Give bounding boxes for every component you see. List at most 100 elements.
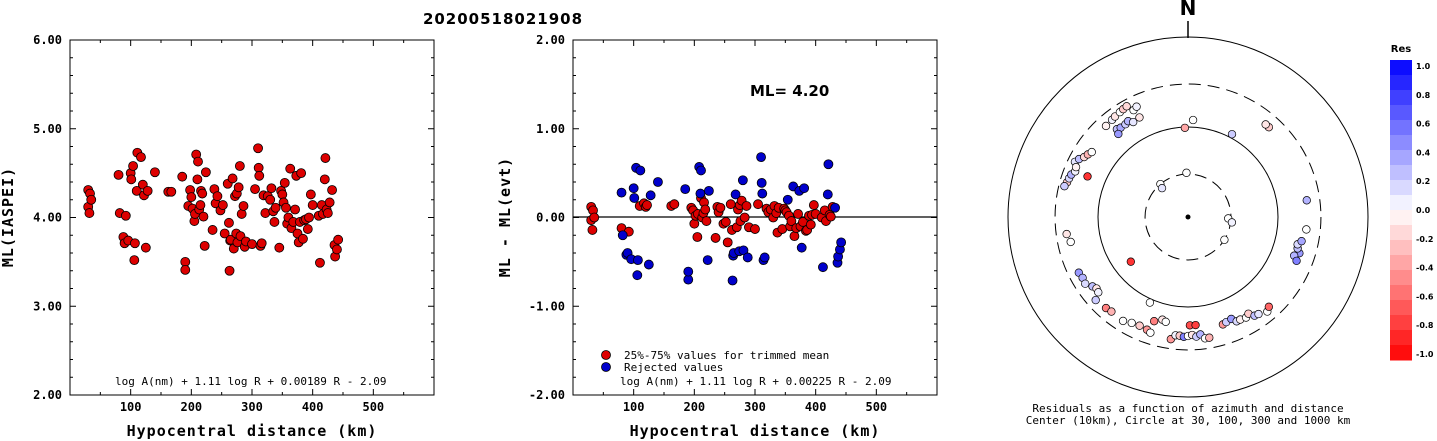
data-point xyxy=(279,177,290,188)
data-point xyxy=(730,189,741,200)
residual-point xyxy=(1060,182,1069,191)
data-point xyxy=(333,234,344,245)
colorbar-swatch xyxy=(1390,315,1412,331)
data-point xyxy=(253,143,263,154)
data-point xyxy=(836,237,847,248)
data-point xyxy=(131,185,142,196)
data-point xyxy=(113,169,124,180)
data-point xyxy=(715,202,726,213)
colorbar-swatch xyxy=(1390,180,1412,196)
data-point xyxy=(238,201,249,211)
colorbar-swatch xyxy=(1390,90,1412,106)
data-point xyxy=(126,174,137,185)
data-point xyxy=(212,191,223,202)
data-point xyxy=(739,212,750,223)
point-group xyxy=(586,152,847,286)
colorbar-swatch xyxy=(1390,150,1412,166)
data-point xyxy=(750,224,760,234)
data-point xyxy=(757,188,768,199)
y-tick-label: 2.00 xyxy=(33,388,62,402)
data-point xyxy=(759,252,770,263)
caption-line-1: Residuals as a function of azimuth and d… xyxy=(1032,402,1343,415)
data-point xyxy=(319,174,330,185)
data-point xyxy=(307,200,318,210)
data-point xyxy=(741,201,752,211)
data-point xyxy=(281,202,291,213)
data-point xyxy=(799,183,810,194)
residual-point xyxy=(1129,117,1138,127)
residual-point xyxy=(1122,102,1131,111)
residual-point xyxy=(1191,320,1200,330)
epicenter-marker xyxy=(1185,214,1191,220)
x-tick-label: 200 xyxy=(683,400,705,414)
data-point xyxy=(822,189,833,200)
data-point xyxy=(247,239,257,250)
data-point xyxy=(727,275,738,286)
data-point xyxy=(296,168,307,179)
colorbar-swatch xyxy=(1390,330,1412,346)
colorbar-tick-label: 0.8 xyxy=(1416,91,1431,100)
residual-point xyxy=(1091,295,1100,305)
data-point xyxy=(782,194,793,205)
distance-circle xyxy=(1007,36,1369,398)
residual-point xyxy=(1127,318,1136,328)
colorbar-swatch xyxy=(1390,120,1412,136)
data-point xyxy=(250,184,260,195)
y-tick-label: -1.00 xyxy=(529,299,565,313)
data-point xyxy=(227,173,238,184)
residual-point xyxy=(1083,172,1092,181)
data-point xyxy=(700,204,711,215)
residual-point xyxy=(1292,256,1301,266)
colorbar-swatch xyxy=(1390,225,1412,241)
residual-point xyxy=(1302,225,1311,234)
data-point xyxy=(692,232,703,242)
colorbar-tick-label: -0.6 xyxy=(1416,292,1434,301)
residual-point xyxy=(1094,288,1103,297)
tick-group: 100 200 300 400 500 -2.00 -1.00 0.00 1.00 2.00 xyxy=(529,33,937,414)
residual-point xyxy=(1066,237,1075,247)
y-tick-label: 0.00 xyxy=(536,211,565,225)
residual-point xyxy=(1071,163,1081,172)
data-point xyxy=(796,242,807,253)
colorbar-swatch xyxy=(1390,210,1412,226)
data-point xyxy=(702,255,713,266)
data-point xyxy=(720,217,731,227)
data-point xyxy=(198,211,209,222)
data-point xyxy=(808,200,819,210)
data-point xyxy=(696,165,706,176)
residual-point xyxy=(1220,235,1229,244)
residual-point xyxy=(1227,218,1237,227)
data-point xyxy=(753,199,763,210)
y-tick-label: 6.00 xyxy=(33,33,62,47)
data-point xyxy=(270,202,281,213)
residual-point xyxy=(1302,196,1311,205)
data-point xyxy=(633,255,643,266)
data-point xyxy=(327,185,337,195)
data-point xyxy=(142,185,153,196)
panel-polar: N Residuals as a function of azimuth and… xyxy=(1007,0,1434,427)
data-point xyxy=(130,238,140,249)
data-point xyxy=(632,270,643,281)
data-point xyxy=(120,210,131,221)
data-point xyxy=(322,208,333,218)
colorbar-swatch xyxy=(1390,165,1412,181)
data-point xyxy=(645,190,656,201)
y-axis-label: ML - ML(evt) xyxy=(496,157,514,277)
tick-group: 100 200 300 400 500 2.00 3.00 4.00 5.00 6.00 xyxy=(33,33,434,414)
data-point xyxy=(616,187,627,198)
residual-points xyxy=(1060,102,1311,344)
data-point xyxy=(298,233,308,244)
colorbar-tick-label: 1.0 xyxy=(1416,62,1431,71)
residual-point xyxy=(1135,113,1144,122)
x-axis-label: Hypocentral distance (km) xyxy=(127,422,378,440)
data-point xyxy=(236,209,247,219)
data-point xyxy=(304,212,314,223)
data-point xyxy=(738,245,749,256)
data-point xyxy=(266,183,277,194)
colorbar-tick-label: 0.2 xyxy=(1416,177,1430,186)
data-point xyxy=(793,209,803,219)
data-point xyxy=(150,167,160,178)
data-point xyxy=(629,193,640,203)
data-point xyxy=(192,174,203,185)
